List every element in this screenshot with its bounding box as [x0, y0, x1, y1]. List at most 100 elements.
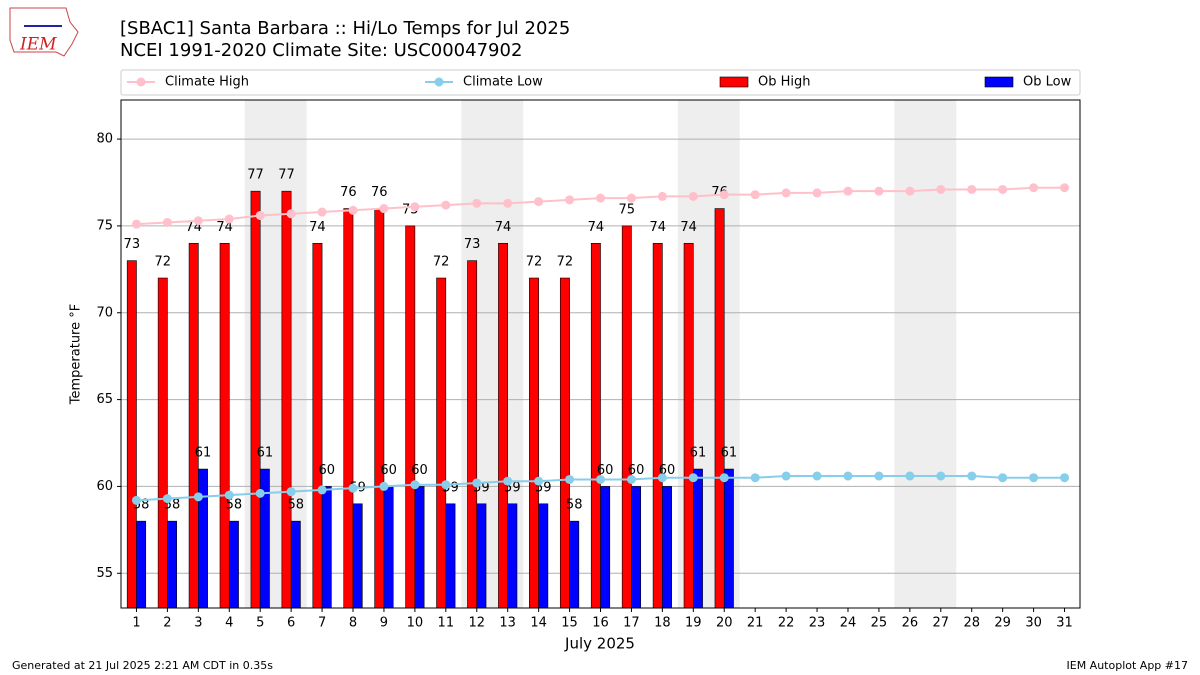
- point: [688, 191, 698, 201]
- point: [410, 480, 420, 490]
- bar: [652, 242, 663, 609]
- legend-marker: [136, 77, 146, 87]
- bar: [693, 468, 703, 609]
- legend-marker: [719, 76, 749, 88]
- data-label: 73: [124, 237, 141, 252]
- data-label: 60: [597, 463, 614, 478]
- chart-title: [SBAC1] Santa Barbara :: Hi/Lo Temps for…: [120, 18, 570, 39]
- x-tick-label: 26: [902, 616, 919, 631]
- point: [162, 494, 172, 504]
- point: [967, 184, 977, 194]
- point: [441, 480, 451, 490]
- bar: [538, 503, 549, 609]
- bar: [683, 242, 694, 609]
- data-label: 76: [340, 185, 357, 200]
- bar: [136, 520, 147, 609]
- data-label: 75: [619, 202, 636, 217]
- point: [812, 471, 822, 481]
- x-tick-label: 5: [256, 616, 264, 631]
- bar: [714, 208, 725, 609]
- bar: [290, 520, 301, 609]
- point: [874, 186, 884, 196]
- y-tick-label: 55: [96, 566, 113, 581]
- legend-label: Ob High: [758, 75, 811, 90]
- point: [596, 193, 605, 203]
- point: [781, 188, 791, 198]
- point: [255, 488, 265, 498]
- point: [410, 202, 420, 212]
- point: [812, 188, 822, 198]
- point: [193, 492, 203, 502]
- point: [286, 209, 296, 219]
- x-tick-label: 15: [561, 616, 578, 631]
- footer-left: Generated at 21 Jul 2025 2:21 AM CDT in …: [12, 659, 273, 672]
- bar: [321, 486, 332, 609]
- point: [348, 483, 358, 493]
- point: [843, 186, 853, 196]
- x-tick-label: 24: [840, 616, 857, 631]
- y-axis-label: Temperature °F: [69, 304, 84, 405]
- x-tick-label: 2: [163, 616, 171, 631]
- bar: [476, 503, 487, 609]
- bar: [383, 486, 394, 609]
- point: [688, 473, 698, 483]
- data-label: 61: [257, 446, 274, 461]
- data-label: 77: [278, 168, 295, 183]
- logo: IEM: [9, 7, 79, 57]
- data-label: 60: [411, 463, 428, 478]
- point: [1029, 183, 1039, 193]
- point: [719, 473, 729, 483]
- point: [1060, 183, 1070, 193]
- x-tick-label: 25: [871, 616, 888, 631]
- logo-outline: [9, 7, 79, 57]
- point: [750, 473, 760, 483]
- point: [936, 184, 946, 194]
- logo-text: IEM: [19, 35, 57, 55]
- point: [874, 471, 884, 481]
- y-tick-label: 70: [96, 305, 113, 320]
- point: [503, 476, 513, 486]
- x-tick-label: 6: [287, 616, 295, 631]
- data-label: 58: [226, 498, 243, 513]
- point: [781, 471, 791, 481]
- point: [534, 476, 544, 486]
- bar: [312, 242, 323, 609]
- bar: [228, 520, 239, 609]
- data-label: 74: [680, 220, 697, 235]
- chart-subtitle: NCEI 1991-2020 Climate Site: USC00047902: [120, 40, 522, 61]
- point: [317, 485, 327, 495]
- bar: [436, 277, 447, 609]
- y-tick-label: 65: [96, 392, 113, 407]
- bar: [281, 190, 292, 609]
- data-label: 72: [433, 255, 450, 270]
- point: [379, 481, 389, 491]
- point: [193, 216, 203, 226]
- point: [998, 184, 1008, 194]
- data-label: 60: [318, 463, 335, 478]
- point: [224, 214, 234, 224]
- point: [503, 198, 513, 208]
- point: [626, 474, 636, 484]
- legend-label: Climate High: [165, 75, 249, 90]
- point: [131, 495, 141, 505]
- bar: [600, 486, 611, 609]
- x-tick-label: 19: [685, 616, 702, 631]
- point: [131, 219, 141, 229]
- point: [286, 487, 296, 497]
- point: [317, 207, 327, 217]
- point: [936, 471, 946, 481]
- x-tick-label: 21: [747, 616, 764, 631]
- x-tick-label: 31: [1056, 616, 1073, 631]
- point: [719, 190, 729, 200]
- data-label: 58: [288, 498, 305, 513]
- y-tick-label: 60: [96, 479, 113, 494]
- data-label: 72: [154, 255, 171, 270]
- data-label: 74: [649, 220, 666, 235]
- legend-label: Ob Low: [1023, 75, 1072, 90]
- legend-label: Climate Low: [463, 75, 543, 90]
- bar: [405, 225, 416, 609]
- point: [565, 474, 575, 484]
- bar: [167, 520, 177, 609]
- x-tick-label: 1: [132, 616, 140, 631]
